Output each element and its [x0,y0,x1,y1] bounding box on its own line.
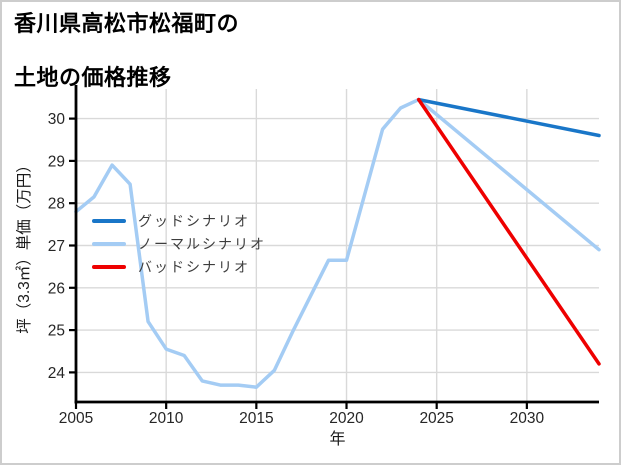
x-tick-label: 2010 [149,410,184,427]
title-line-1: 香川県高松市松福町の [14,11,240,36]
x-tick-label: 2020 [329,410,364,427]
y-tick-label: 25 [48,323,65,340]
y-axis-title: 坪（3.3㎡）単価（万円） [15,157,33,334]
page-title: 香川県高松市松福町の 土地の価格推移 [14,10,239,91]
x-axis-title: 年 [329,430,345,448]
x-tick-label: 2005 [59,410,93,427]
y-tick-label: 28 [48,196,65,213]
chart-legend: グッドシナリオ ノーマルシナリオ バッドシナリオ [92,209,266,278]
legend-swatch-normal [92,241,126,246]
series-line-normal [74,97,601,389]
x-tick-label: 2015 [239,410,273,427]
series-line-good [416,97,601,138]
legend-label-bad: バッドシナリオ [138,258,250,275]
y-tick-label: 29 [48,153,65,170]
legend-label-normal: ノーマルシナリオ [138,235,266,252]
legend-item-bad: バッドシナリオ [92,255,266,278]
y-tick-label: 27 [48,238,65,255]
series-line-bad [416,97,601,366]
legend-item-normal: ノーマルシナリオ [92,232,266,255]
x-tick-label: 2025 [419,410,453,427]
x-tick-label: 2030 [510,410,545,427]
legend-label-good: グッドシナリオ [138,212,250,229]
title-line-2: 土地の価格推移 [14,65,172,90]
y-tick-label: 26 [48,280,65,297]
y-tick-label: 30 [48,111,66,128]
y-tick-label: 24 [48,365,66,382]
legend-swatch-good [92,218,126,223]
legend-swatch-bad [92,264,126,269]
legend-item-good: グッドシナリオ [92,209,266,232]
